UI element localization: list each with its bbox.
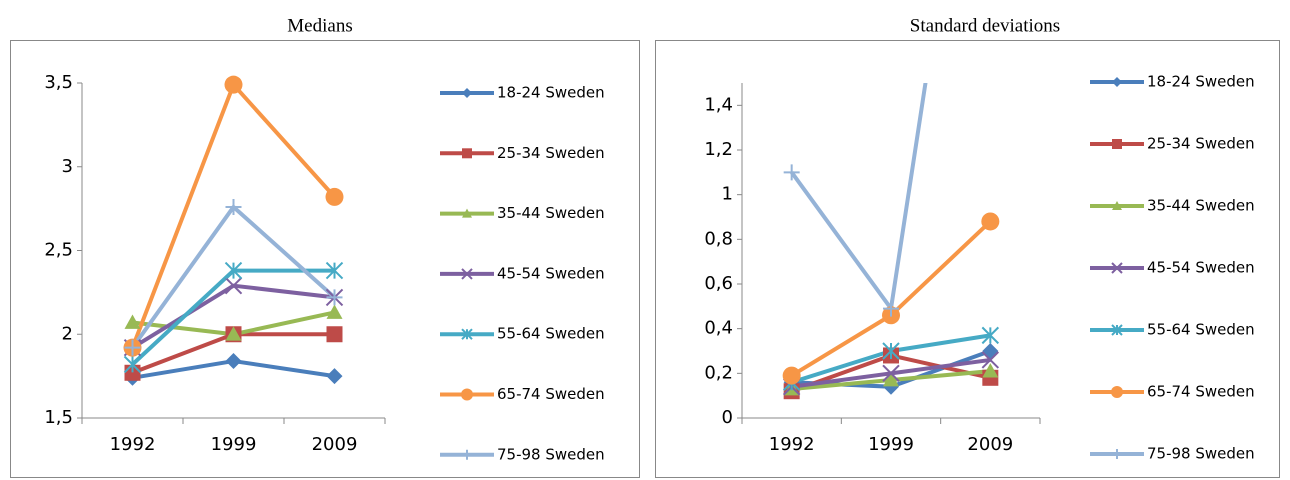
marker bbox=[883, 300, 899, 317]
y-tick-label: 0,4 bbox=[704, 318, 733, 339]
chart-title: Standard deviations bbox=[910, 15, 1060, 36]
marker bbox=[883, 372, 899, 387]
legend-label: 55-64 Sweden bbox=[497, 325, 605, 343]
legend-marker bbox=[1111, 324, 1123, 336]
marker bbox=[882, 342, 900, 360]
legend-marker bbox=[1112, 201, 1122, 210]
legend-label: 65-74 Sweden bbox=[1147, 383, 1255, 401]
legend-label: 25-34 Sweden bbox=[497, 144, 605, 162]
x-tick-label: 1992 bbox=[110, 434, 156, 455]
legend-marker bbox=[1112, 139, 1122, 149]
chart-title: Medians bbox=[287, 15, 352, 36]
legend-marker bbox=[1112, 449, 1122, 459]
marker bbox=[981, 212, 1000, 231]
legend-label: 25-34 Sweden bbox=[1147, 135, 1255, 153]
y-tick-label: 1 bbox=[722, 184, 733, 205]
marker bbox=[326, 326, 343, 343]
plot-area bbox=[782, 83, 1000, 400]
marker bbox=[123, 355, 142, 374]
legend-marker bbox=[462, 148, 472, 159]
marker bbox=[982, 363, 999, 378]
marker bbox=[225, 353, 242, 370]
y-tick-label: 2 bbox=[62, 323, 73, 344]
legend-marker bbox=[461, 328, 473, 340]
legend-label: 35-44 Sweden bbox=[497, 204, 605, 222]
y-tick-label: 0 bbox=[722, 407, 733, 428]
y-tick-label: 0,6 bbox=[704, 273, 733, 294]
x-tick-label: 1999 bbox=[868, 434, 914, 455]
legend-label: 35-44 Sweden bbox=[1147, 197, 1255, 215]
legend-marker bbox=[461, 268, 473, 280]
marker bbox=[325, 261, 344, 280]
marker bbox=[981, 351, 1000, 369]
legend-label: 55-64 Sweden bbox=[1147, 321, 1255, 339]
marker bbox=[981, 326, 1000, 345]
marker bbox=[982, 343, 999, 359]
legend-label: 18-24 Sweden bbox=[497, 84, 605, 102]
legend-label: 18-24 Sweden bbox=[1147, 73, 1255, 91]
y-tick-label: 0,8 bbox=[704, 228, 733, 249]
legend-marker bbox=[462, 449, 472, 460]
marker bbox=[326, 368, 343, 385]
legend-label: 45-54 Sweden bbox=[1147, 259, 1255, 277]
marker bbox=[326, 289, 343, 306]
y-tick-label: 0,2 bbox=[704, 362, 733, 383]
legend-marker bbox=[461, 388, 473, 401]
legend-label: 75-98 Sweden bbox=[1147, 445, 1255, 463]
marker bbox=[124, 314, 141, 329]
marker bbox=[882, 364, 900, 383]
marker bbox=[124, 339, 141, 356]
marker bbox=[224, 261, 243, 280]
y-tick-label: 2,5 bbox=[44, 240, 73, 261]
marker bbox=[225, 326, 242, 341]
legend-marker bbox=[1111, 262, 1123, 274]
legend-label: 45-54 Sweden bbox=[497, 264, 605, 282]
x-tick-label: 2009 bbox=[967, 434, 1013, 455]
chart-frame bbox=[10, 40, 640, 478]
x-tick-label: 1999 bbox=[211, 434, 257, 455]
marker bbox=[225, 198, 242, 215]
legend-label: 65-74 Sweden bbox=[497, 385, 605, 403]
chart-frame bbox=[655, 40, 1280, 478]
y-tick-label: 1,2 bbox=[704, 139, 733, 160]
y-tick-label: 1,5 bbox=[44, 407, 73, 428]
series-line bbox=[790, 83, 928, 311]
legend-marker bbox=[462, 88, 472, 98]
legend-marker bbox=[1111, 386, 1123, 398]
marker bbox=[224, 75, 243, 94]
y-tick-label: 3 bbox=[62, 156, 73, 177]
x-tick-label: 1992 bbox=[769, 434, 815, 455]
y-tick-label: 1,4 bbox=[704, 94, 733, 115]
legend-label: 75-98 Sweden bbox=[497, 445, 605, 463]
legend-marker bbox=[1112, 77, 1122, 87]
marker bbox=[325, 187, 344, 206]
x-tick-label: 2009 bbox=[312, 434, 358, 455]
plot-area bbox=[123, 75, 344, 386]
legend-marker bbox=[462, 208, 472, 218]
marker bbox=[783, 164, 800, 181]
marker bbox=[782, 366, 801, 385]
marker bbox=[326, 304, 343, 319]
marker bbox=[224, 276, 243, 295]
y-tick-label: 3,5 bbox=[44, 72, 73, 93]
